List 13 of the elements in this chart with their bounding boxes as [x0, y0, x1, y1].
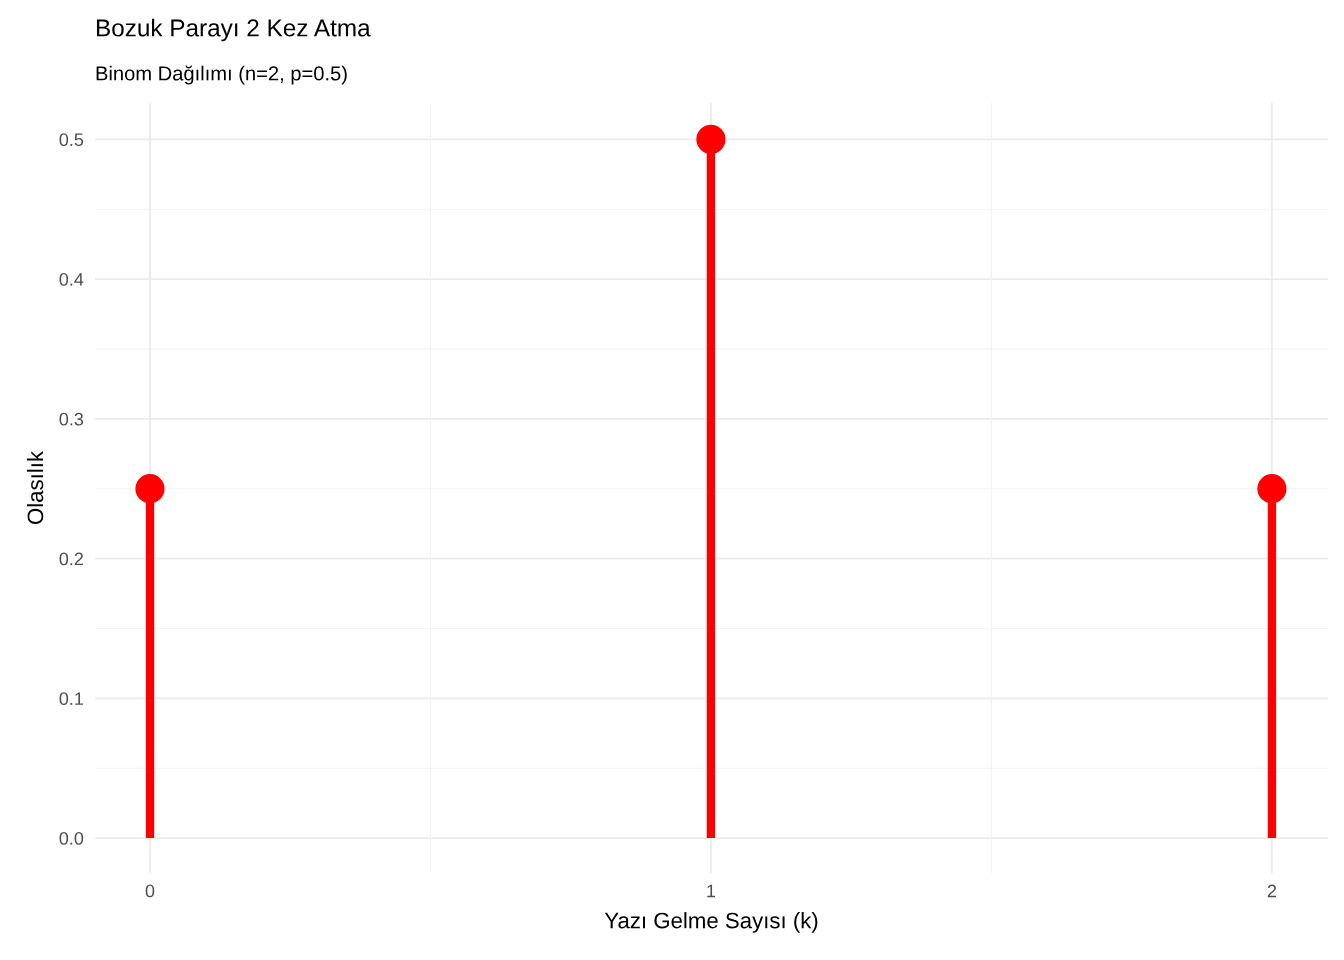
chart-subtitle: Binom Dağılımı (n=2, p=0.5)	[96, 65, 347, 85]
y-axis-title: Olasılık	[26, 450, 44, 524]
y-tick-label: 0.3	[59, 412, 84, 426]
x-tick-label: 0	[145, 884, 155, 898]
x-tick-label: 2	[1267, 884, 1277, 898]
y-tick-label: 0.5	[59, 133, 84, 147]
chart-title: Bozuk Parayı 2 Kez Atma	[96, 18, 371, 42]
x-axis-title: Yazı Gelme Sayısı (k)	[604, 912, 818, 933]
x-tick-label: 1	[707, 884, 716, 898]
y-tick-label: 0.1	[59, 692, 84, 706]
y-tick-label: 0.4	[59, 273, 84, 286]
y-tick-label: 0.2	[59, 552, 83, 566]
y-tick-label: 0.0	[59, 832, 84, 845]
